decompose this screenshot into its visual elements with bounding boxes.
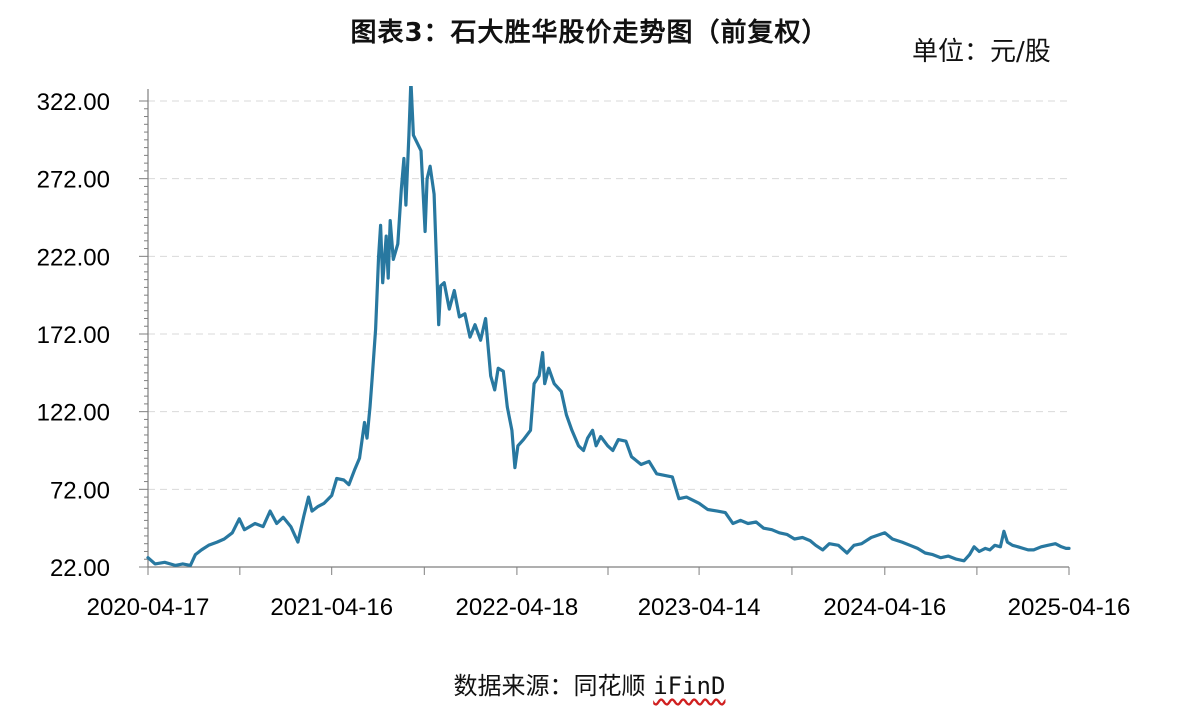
chart-title: 图表3：石大胜华股价走势图（前复权）	[350, 18, 829, 48]
unit-label: 单位：元/股	[912, 37, 1051, 67]
x-tick-labels: 2020-04-17 2021-04-16 2022-04-18 2023-04-14…	[87, 594, 1131, 621]
y-tick-label: 122.00	[37, 400, 110, 427]
y-tick-label: 172.00	[37, 322, 110, 349]
y-tick-label: 222.00	[37, 244, 110, 271]
source-prefix: 数据来源：同花顺	[453, 672, 654, 700]
source-label: 数据来源：同花顺 iFinD	[0, 666, 1179, 701]
x-tick-label: 2023-04-14	[638, 594, 761, 621]
grid-lines	[148, 100, 1069, 490]
x-tick-label: 2022-04-18	[456, 594, 579, 621]
series-layer	[146, 86, 1071, 567]
y-tick-label: 322.00	[37, 89, 110, 116]
x-tick-label: 2024-04-16	[823, 594, 946, 621]
y-tick-label: 272.00	[37, 167, 110, 194]
axes	[139, 89, 1070, 575]
source-brand: iFinD	[653, 672, 726, 700]
x-tick-label: 2021-04-16	[270, 594, 393, 621]
y-tick-label: 72.00	[50, 477, 110, 504]
price-series-line	[146, 86, 1071, 567]
x-tick-label: 2025-04-16	[1008, 594, 1131, 621]
x-tick-label: 2020-04-17	[87, 594, 210, 621]
y-tick-labels: 22.00 72.00 122.00 172.00 222.00 272.00 322.00	[37, 89, 110, 582]
y-tick-label: 22.00	[50, 555, 110, 582]
